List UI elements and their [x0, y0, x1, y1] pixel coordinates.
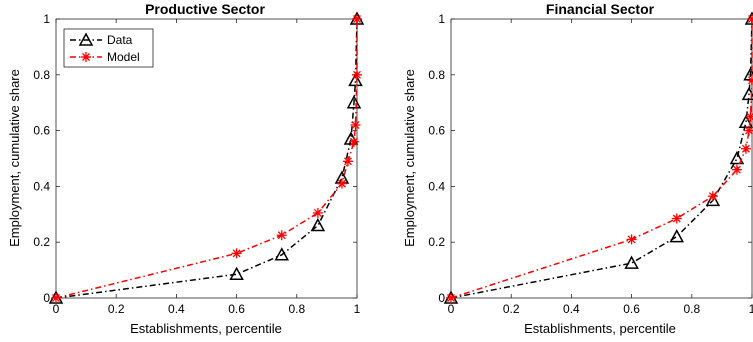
y-tick-label: 1 — [438, 12, 445, 26]
data-point-asterisk — [707, 191, 718, 202]
x-axis-label: Establishments, percentile — [524, 321, 676, 336]
x-tick-label: 0.8 — [683, 302, 700, 316]
y-tick-label: 1 — [43, 12, 50, 26]
y-axis-label: Employment, cumulative share — [402, 69, 417, 247]
y-tick-label: 0.8 — [33, 68, 50, 82]
x-axis-label: Establishments, percentile — [130, 321, 282, 336]
legend-box — [63, 28, 154, 68]
tick-group: 0 0.2 0.4 0.6 0.8 1 0 0.2 0.4 0.6 0.8 1 — [428, 12, 753, 316]
legend-marker-model — [81, 52, 91, 62]
y-axis-label: Employment, cumulative share — [7, 69, 22, 247]
data-point-triangle — [624, 255, 639, 269]
data-point-triangle — [346, 95, 362, 109]
y-tick-label: 0.6 — [428, 124, 445, 138]
data-point-asterisk — [348, 136, 359, 147]
y-tick-label: 0.2 — [33, 235, 50, 249]
x-tick-label: 1 — [354, 302, 361, 316]
x-tick-label: 0.4 — [168, 302, 185, 316]
panel-financial: Financial Sector Employment, cumulative … — [402, 1, 753, 336]
y-tick-label: 0.4 — [33, 179, 50, 193]
data-point-asterisk — [350, 120, 361, 131]
y-tick-label: 0.2 — [428, 235, 445, 249]
data-point-asterisk — [747, 14, 753, 24]
x-tick-label: 0.4 — [563, 302, 580, 316]
data-point-triangle — [669, 229, 685, 243]
legend-label-model: Model — [107, 50, 140, 64]
data-point-asterisk — [352, 69, 362, 80]
data-point-asterisk — [51, 293, 61, 303]
chart-title: Financial Sector — [546, 1, 655, 17]
x-tick-label: 0.8 — [288, 302, 305, 316]
plot-area-frame — [55, 18, 358, 299]
data-point-asterisk — [312, 207, 323, 218]
legend-marker-data — [78, 32, 94, 46]
panel-productive: Productive Sector Employment, cumulative… — [7, 1, 365, 336]
chart-title: Productive Sector — [145, 1, 265, 17]
data-point-asterisk — [671, 213, 682, 224]
y-tick-label: 0.6 — [33, 124, 50, 138]
legend-label-data: Data — [107, 33, 133, 47]
data-point-triangle — [348, 72, 363, 87]
y-tick-label: 0.4 — [428, 179, 445, 193]
data-point-asterisk — [231, 248, 242, 259]
data-point-asterisk — [731, 164, 742, 175]
x-tick-label: 1 — [749, 302, 753, 316]
x-tick-label: 0 — [53, 302, 60, 316]
data-point-triangle — [729, 150, 745, 165]
series-line-data — [55, 18, 358, 299]
legend: Data Model — [63, 28, 154, 68]
data-point-asterisk — [740, 143, 751, 154]
data-point-asterisk — [626, 234, 637, 245]
series-line-model — [55, 19, 358, 299]
data-point-triangle — [229, 266, 244, 281]
series-line-model — [450, 19, 753, 299]
data-point-asterisk — [747, 75, 753, 86]
y-tick-label: 0.8 — [428, 68, 445, 82]
data-point-asterisk — [446, 293, 456, 303]
series-line-data — [450, 18, 753, 299]
data-point-asterisk — [276, 230, 287, 241]
data-point-triangle — [274, 247, 290, 261]
data-point-asterisk — [743, 125, 753, 136]
series-group — [443, 11, 753, 304]
series-group — [48, 11, 365, 304]
plot-area-frame — [450, 18, 753, 299]
data-point-asterisk — [336, 178, 347, 189]
x-tick-label: 0.6 — [228, 302, 245, 316]
data-point-asterisk — [342, 156, 353, 167]
data-point-asterisk — [352, 14, 362, 24]
x-tick-label: 0.6 — [623, 302, 640, 316]
x-tick-label: 0 — [448, 302, 455, 316]
x-tick-label: 0.2 — [503, 302, 520, 316]
x-tick-label: 0.2 — [108, 302, 125, 316]
data-point-triangle — [310, 217, 326, 232]
y-tick-label: 0 — [438, 291, 445, 305]
tick-group: 0 0.2 0.4 0.6 0.8 1 0 0.2 0.4 0.6 0.8 1 — [33, 12, 360, 316]
y-tick-label: 0 — [43, 291, 50, 305]
